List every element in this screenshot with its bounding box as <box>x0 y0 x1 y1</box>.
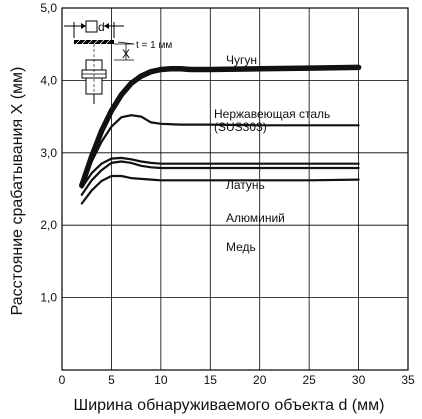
x-tick-label: 10 <box>154 373 168 387</box>
plot-frame <box>61 7 409 371</box>
y-tick-label: 3,0 <box>40 146 57 160</box>
x-tick-label: 25 <box>302 373 316 387</box>
y-tick-label: 2,0 <box>40 218 57 232</box>
series-label-sub: (SUS303) <box>214 120 267 134</box>
x-tick-label: 30 <box>352 373 366 387</box>
y-axis-title: Расстояние срабатывания X (мм) <box>9 67 26 316</box>
inset-thickness-label: t = 1 мм <box>136 40 172 51</box>
sensor-diagram: d t = 1 мм X <box>64 20 172 104</box>
series-line-1 <box>79 64 362 189</box>
inset-d-label: d <box>98 20 105 34</box>
series-lines <box>79 64 362 205</box>
series-label: Латунь <box>226 178 265 192</box>
series-labels: Чугун Нержавеющая сталь(SUS303) Латунь Алюм… <box>214 53 330 254</box>
series-label: Чугун <box>226 53 257 67</box>
y-tick-label: 5,0 <box>40 1 57 15</box>
x-tick-label: 15 <box>204 373 218 387</box>
x-tick-label: 35 <box>401 373 415 387</box>
square-icon <box>85 20 98 33</box>
series-label: Нержавеющая сталь <box>214 107 330 121</box>
x-tick-label: 20 <box>253 373 267 387</box>
series-line-3 <box>80 156 360 189</box>
x-tick-label: 5 <box>108 373 115 387</box>
y-tick-label: 1,0 <box>40 291 57 305</box>
series-label: Медь <box>226 240 256 254</box>
series-label: Алюминий <box>226 211 285 225</box>
series-line-4 <box>80 160 360 196</box>
series-line-2 <box>80 114 360 187</box>
y-tick-label: 4,0 <box>40 73 57 87</box>
x-tick-label: 0 <box>59 373 66 387</box>
series-line-5 <box>80 174 360 205</box>
target-plate <box>74 40 114 44</box>
axes: 0 5 10 15 20 25 30 35 1,0 2,0 3,0 4,0 5,0 Ширина обна… <box>9 1 415 414</box>
inset-x-label: X <box>122 47 130 61</box>
x-axis-title: Ширина обнаруживаемого объекта d (мм) <box>74 397 385 414</box>
